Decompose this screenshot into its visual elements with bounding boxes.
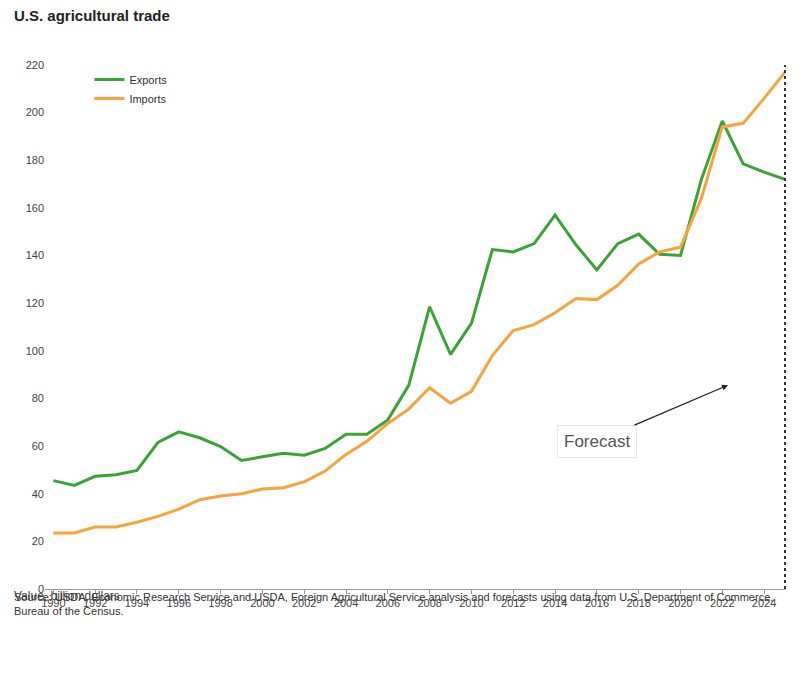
svg-text:Value, billion dollars: Value, billion dollars bbox=[14, 589, 120, 603]
svg-text:20: 20 bbox=[32, 535, 44, 547]
svg-text:80: 80 bbox=[32, 392, 44, 404]
svg-text:2006: 2006 bbox=[376, 597, 400, 609]
svg-text:2002: 2002 bbox=[292, 597, 316, 609]
svg-text:Source: USDA, Economic Researc: Source: USDA, Economic Research Service … bbox=[14, 591, 773, 617]
svg-text:Forecast: Forecast bbox=[564, 432, 630, 451]
svg-text:U.S. agricultural trade: U.S. agricultural trade bbox=[14, 7, 170, 24]
svg-text:2022: 2022 bbox=[710, 597, 734, 609]
svg-text:140: 140 bbox=[26, 249, 44, 261]
svg-text:2024: 2024 bbox=[752, 597, 776, 609]
svg-text:2018: 2018 bbox=[626, 597, 650, 609]
svg-text:40: 40 bbox=[32, 488, 44, 500]
svg-text:1994: 1994 bbox=[125, 597, 149, 609]
svg-text:2008: 2008 bbox=[417, 597, 441, 609]
svg-text:1998: 1998 bbox=[208, 597, 232, 609]
svg-text:2010: 2010 bbox=[459, 597, 483, 609]
svg-text:2014: 2014 bbox=[543, 597, 567, 609]
svg-text:0: 0 bbox=[38, 583, 44, 595]
svg-text:60: 60 bbox=[32, 440, 44, 452]
svg-text:200: 200 bbox=[26, 106, 44, 118]
svg-text:1996: 1996 bbox=[167, 597, 191, 609]
svg-text:100: 100 bbox=[26, 345, 44, 357]
svg-text:Imports: Imports bbox=[129, 93, 166, 105]
svg-text:1990: 1990 bbox=[41, 597, 65, 609]
svg-text:2020: 2020 bbox=[668, 597, 692, 609]
svg-text:2012: 2012 bbox=[501, 597, 525, 609]
svg-text:1992: 1992 bbox=[83, 597, 107, 609]
svg-text:Exports: Exports bbox=[129, 74, 167, 86]
svg-text:120: 120 bbox=[26, 297, 44, 309]
svg-text:220: 220 bbox=[26, 59, 44, 71]
svg-text:2000: 2000 bbox=[250, 597, 274, 609]
svg-text:180: 180 bbox=[26, 154, 44, 166]
svg-text:160: 160 bbox=[26, 202, 44, 214]
svg-text:2004: 2004 bbox=[334, 597, 358, 609]
svg-text:2016: 2016 bbox=[585, 597, 609, 609]
